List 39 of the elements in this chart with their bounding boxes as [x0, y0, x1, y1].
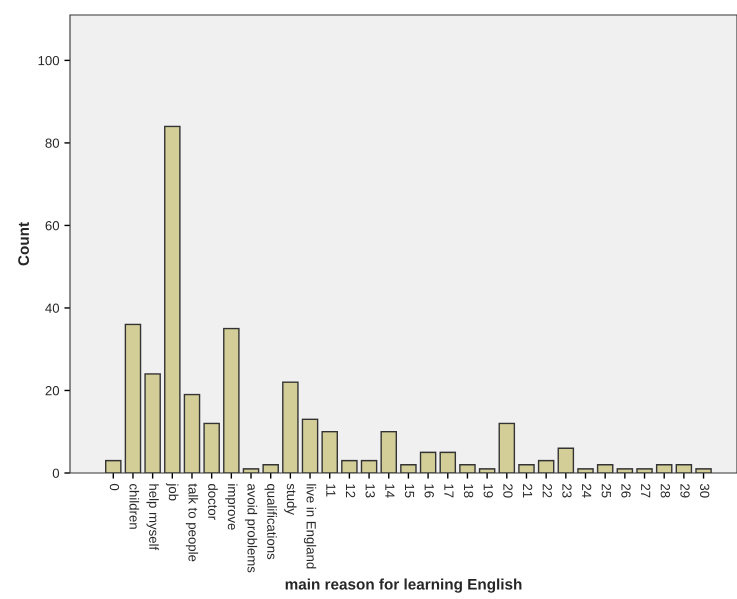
y-axis-title: Count [18, 222, 29, 266]
x-tick-label: qualifications [264, 484, 277, 560]
x-tick-label: job [166, 483, 178, 500]
x-tick-label: 15 [404, 484, 414, 498]
y-tick-label: 0 [52, 468, 60, 478]
x-tick-label: 29 [680, 484, 690, 498]
x-tick-label: 26 [621, 484, 631, 498]
x-tick-label: 20 [503, 484, 513, 498]
x-tick-label: 17 [444, 484, 454, 498]
y-tick-label: 80 [45, 138, 60, 148]
x-tick-label: doctor [208, 484, 218, 520]
x-tick-label: 23 [562, 484, 572, 498]
x-tick-label: 0 [110, 484, 120, 490]
x-tick-label: 28 [660, 484, 670, 498]
x-tick-label: help myself [146, 484, 159, 550]
x-tick-label: 19 [484, 484, 493, 498]
x-tick-label: 16 [424, 484, 434, 498]
x-tick-label: 18 [464, 484, 474, 498]
y-tick-label: 40 [45, 304, 60, 313]
x-tick-label: 12 [346, 484, 356, 498]
x-tick-label: avoid problems [244, 484, 258, 572]
y-tick-label: 20 [46, 386, 60, 396]
x-tick-label: talk to people [186, 484, 198, 562]
x-tick-label: 22 [542, 484, 552, 498]
y-tick-label: 60 [46, 221, 60, 230]
x-tick-label: 14 [385, 484, 394, 498]
x-tick-label: live in England [304, 484, 316, 568]
x-tick-label: improve [225, 484, 238, 530]
x-tick-label: 24 [582, 484, 592, 498]
x-tick-label: 21 [523, 484, 532, 498]
x-tick-label: 27 [641, 484, 650, 498]
x-tick-label: 25 [602, 484, 611, 498]
x-axis-title: main reason for learning English [286, 578, 522, 593]
x-tick-label: 13 [366, 484, 375, 498]
x-tick-label: 11 [326, 484, 336, 496]
x-tick-label: study [284, 484, 297, 515]
x-tick-label: 30 [700, 484, 710, 498]
x-tick-label: children [129, 484, 140, 529]
y-tick-label: 100 [38, 56, 60, 66]
